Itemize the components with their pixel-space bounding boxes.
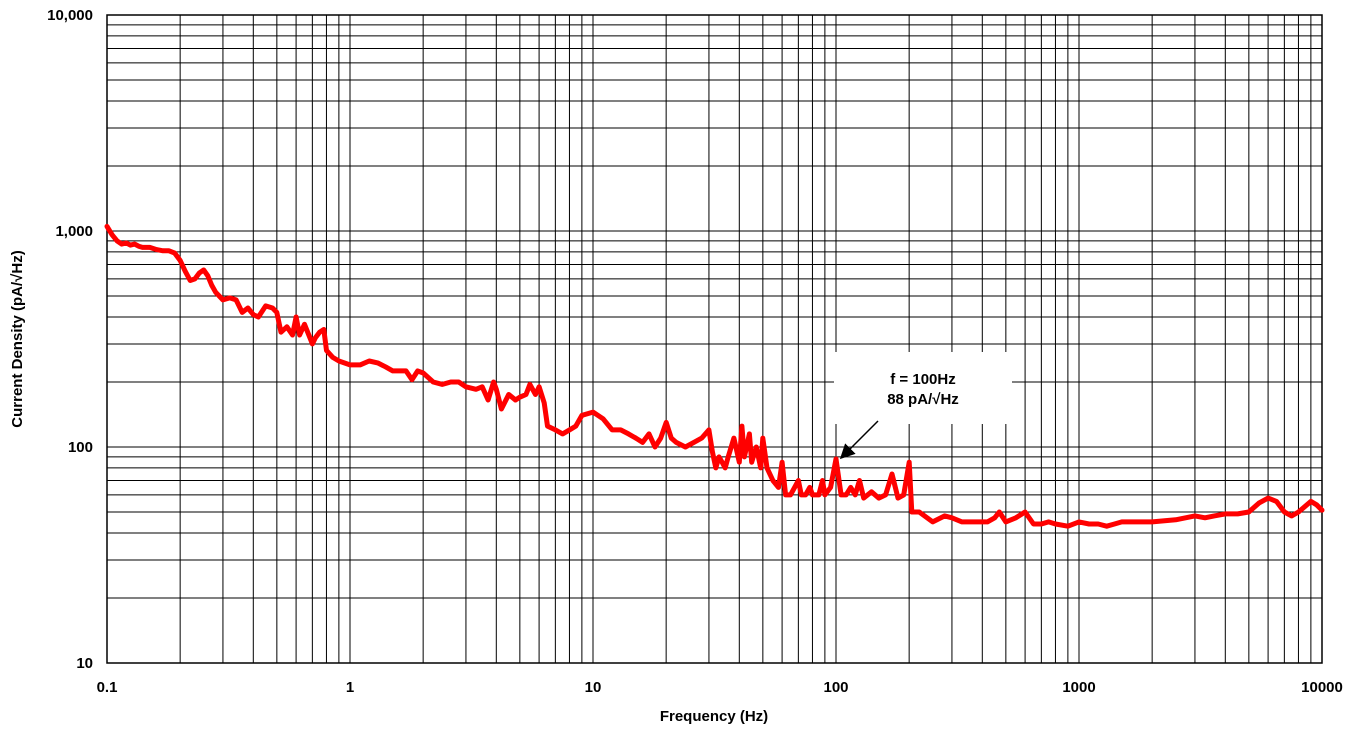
plot-border xyxy=(106,14,1323,664)
annotation-box xyxy=(834,352,1012,424)
y-tick-label: 1,000 xyxy=(55,223,93,240)
annotation: f = 100Hz 88 pA/√Hz xyxy=(834,352,1012,460)
x-tick-label: 1 xyxy=(346,679,354,696)
annotation-value: 88 pA/√Hz xyxy=(887,391,959,408)
x-axis-label: Frequency (Hz) xyxy=(660,708,768,725)
y-tick-label: 10,000 xyxy=(47,7,93,24)
x-tick-label: 1000 xyxy=(1062,679,1095,696)
x-tick-label: 0.1 xyxy=(97,679,118,696)
series-group xyxy=(104,223,1325,529)
x-axis-ticks: 0.1 1 10 100 1000 10000 xyxy=(97,679,1343,696)
y-axis-label: Current Density (pA/√Hz) xyxy=(9,250,26,427)
plot-area xyxy=(107,15,1322,663)
series-line xyxy=(104,223,1325,529)
y-tick-label: 10 xyxy=(76,655,93,672)
annotation-arrow xyxy=(839,420,879,460)
y-tick-label: 100 xyxy=(68,439,93,456)
annotation-frequency: f = 100Hz xyxy=(890,371,955,388)
y-axis-ticks: 10 100 1,000 10,000 xyxy=(47,7,93,672)
x-tick-label: 10000 xyxy=(1301,679,1343,696)
x-tick-label: 100 xyxy=(823,679,848,696)
x-tick-label: 10 xyxy=(585,679,602,696)
grid xyxy=(106,15,1322,664)
